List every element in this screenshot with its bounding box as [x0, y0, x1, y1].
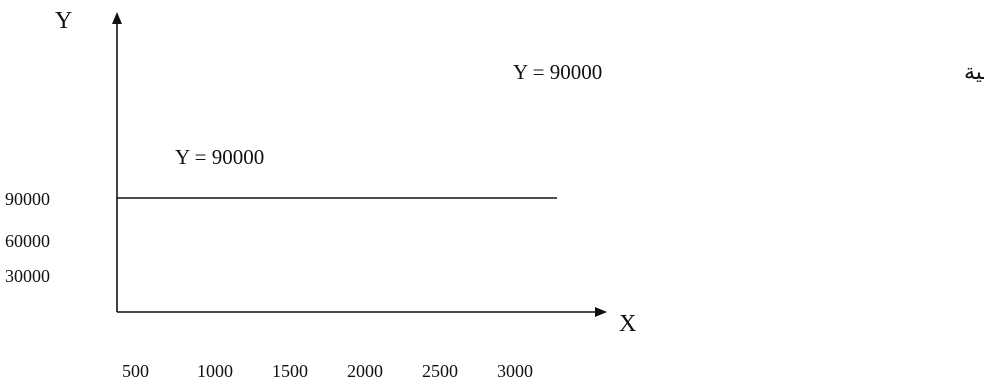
y-tick-labels: 30000 60000 90000	[5, 189, 50, 286]
x-tick-label: 2500	[422, 361, 458, 381]
equation-caption-formula: Y = 90000	[513, 60, 602, 84]
y-tick-label: 60000	[5, 231, 50, 251]
y-tick-label: 30000	[5, 266, 50, 286]
x-tick-label: 500	[122, 361, 149, 381]
x-tick-label: 1000	[197, 361, 233, 381]
x-tick-label: 2000	[347, 361, 383, 381]
y-axis-label: Y	[55, 8, 72, 34]
x-tick-label: 3000	[497, 361, 533, 381]
equation-caption-arabic: معادلة التكاليف الثابتة الإجمالية	[964, 59, 984, 85]
x-tick-label: 1500	[272, 361, 308, 381]
x-tick-labels: 500 1000 1500 2000 2500 3000	[122, 361, 533, 381]
x-axis-label: X	[619, 311, 636, 337]
series-label: Y = 90000	[175, 145, 264, 169]
y-tick-label: 90000	[5, 189, 50, 209]
